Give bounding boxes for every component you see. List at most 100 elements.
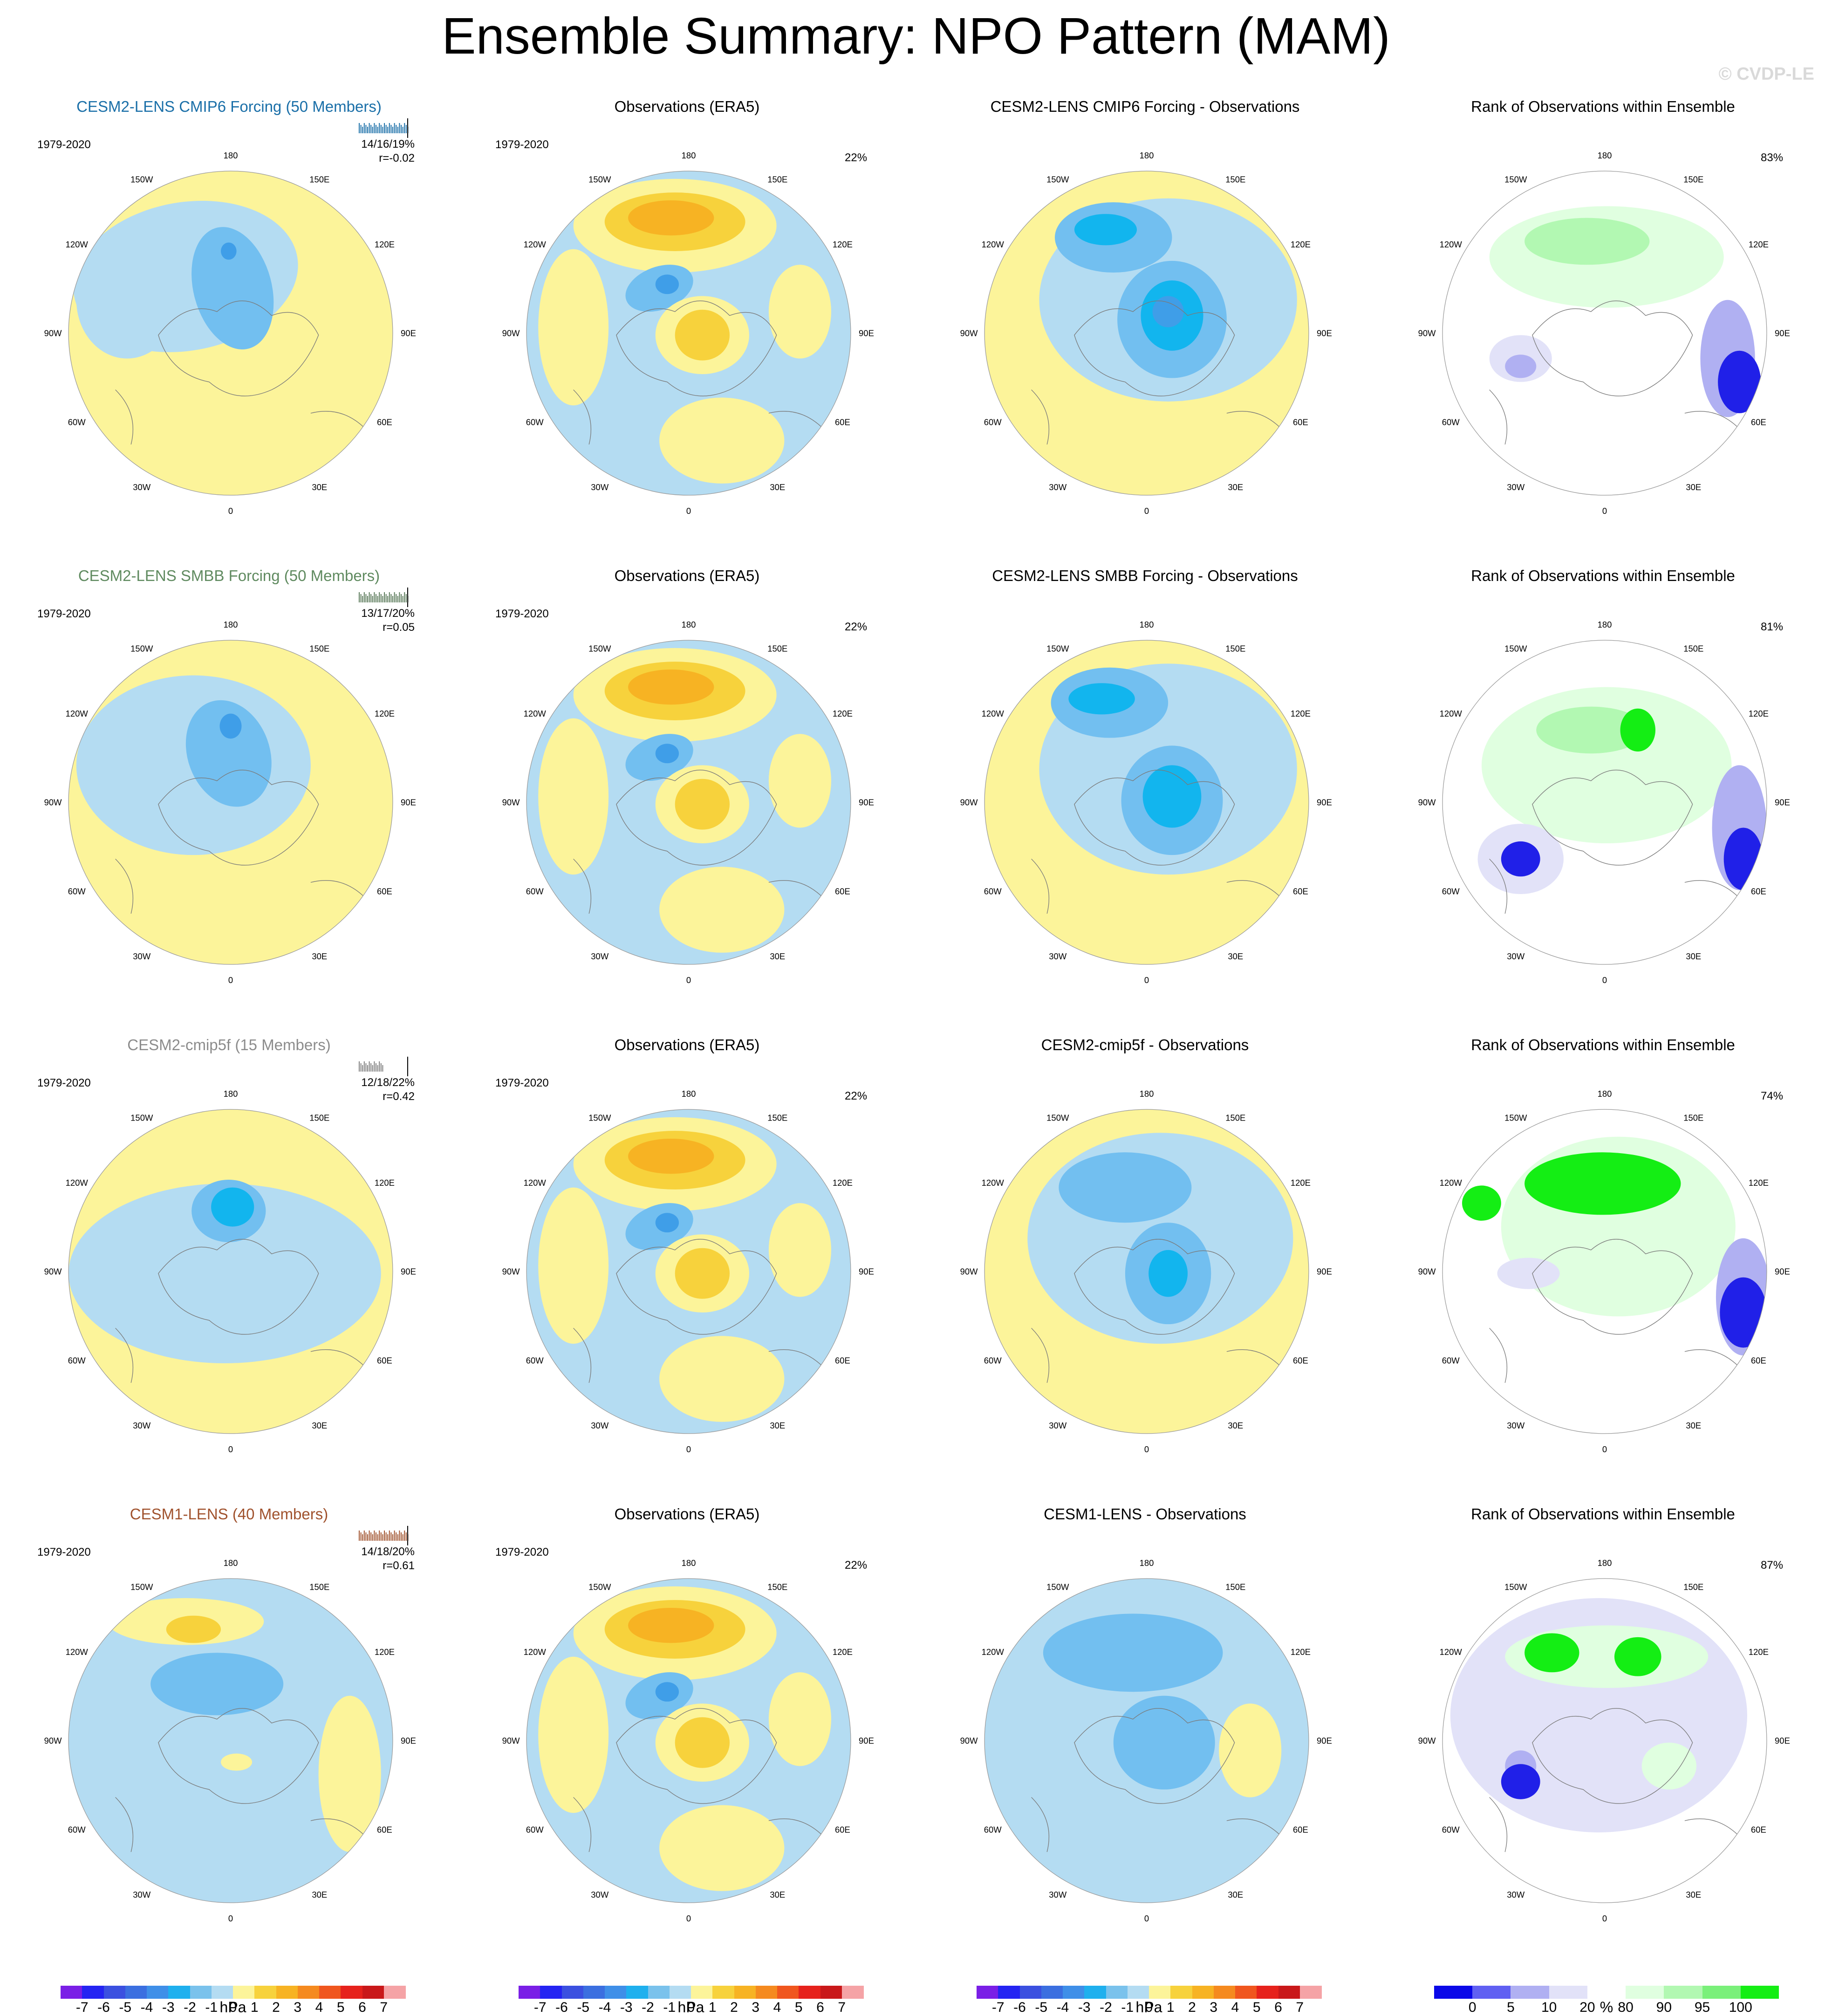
colorbar-tick-label: 10 <box>1541 2000 1557 2015</box>
coastline <box>115 1708 366 1852</box>
coastline <box>1031 1708 1282 1852</box>
longitude-label: 30W <box>1049 951 1067 961</box>
longitude-label: 0 <box>228 1913 233 1923</box>
panel-title: CESM2-LENS CMIP6 Forcing - Observations <box>990 98 1300 115</box>
longitude-label: 60W <box>984 417 1002 427</box>
contour-region <box>318 1695 381 1852</box>
longitude-label: 0 <box>1144 975 1149 985</box>
contour-region <box>150 1653 284 1715</box>
percent-variance-label: 74% <box>1761 1090 1784 1102</box>
colorbar-swatch <box>1626 1986 1664 1999</box>
colorbar-swatch <box>82 1986 104 1999</box>
colorbar-swatch <box>1192 1986 1214 1999</box>
longitude-label: 60E <box>1293 1355 1308 1365</box>
longitude-label: 150W <box>588 174 611 184</box>
contour-region <box>1723 827 1763 890</box>
coastline <box>1489 1708 1740 1852</box>
longitude-label: 150E <box>309 174 329 184</box>
longitude-label: 150W <box>588 643 611 653</box>
longitude-label: 180 <box>1598 1558 1612 1568</box>
map-rim <box>984 171 1309 496</box>
longitude-label: 120W <box>1440 709 1463 718</box>
longitude-label: 90W <box>1418 328 1436 338</box>
colorbar-tick-label: 2 <box>730 2000 738 2015</box>
longitude-label: 120W <box>1440 1647 1463 1657</box>
longitude-label: 60E <box>377 1825 392 1834</box>
longitude-label: 90E <box>1317 798 1332 807</box>
colorbar-tick-label: 90 <box>1656 2000 1672 2015</box>
contour-region <box>166 1615 221 1643</box>
polar-map: 180 150E 120E 90E 60E 30E 0 30W 60W 90W 120W 150W <box>960 1558 1332 1923</box>
colorbar-swatch <box>297 1986 320 1999</box>
panel-rank-row-2: Rank of Observations within Ensemble 180 1… <box>1374 541 1832 1011</box>
longitude-label: 120W <box>982 1647 1005 1657</box>
longitude-label: 90W <box>960 1267 978 1277</box>
contour-region <box>1152 296 1184 328</box>
polar-map: 180 150E 120E 90E 60E 30E 0 30W 60W 90W 120W 150W <box>502 1089 874 1454</box>
colorbar-tick-label: 0 <box>687 2000 695 2015</box>
polar-map: 180 150E 120E 90E 60E 30E 0 30W 60W 90W 120W 150W <box>1418 1558 1790 1923</box>
polar-map: 180 150E 120E 90E 60E 30E 0 30W 60W 90W 120W 150W <box>960 150 1332 516</box>
longitude-label: 60E <box>377 886 392 896</box>
longitude-label: 90E <box>859 328 874 338</box>
ensemble-member-strip <box>359 1057 408 1076</box>
contour-region <box>219 713 242 739</box>
coastline <box>1031 301 1282 445</box>
contour-region <box>1462 1185 1501 1221</box>
longitude-label: 150W <box>1504 174 1527 184</box>
panel-diff-row-1: CESM2-LENS CMIP6 Forcing - Observations 1… <box>916 72 1374 541</box>
longitude-label: 60W <box>984 886 1002 896</box>
longitude-label: 180 <box>224 1558 238 1568</box>
contour-region <box>174 1142 221 1170</box>
longitude-label: 90W <box>1418 1267 1436 1277</box>
contour-region <box>1219 1703 1282 1797</box>
longitude-label: 120W <box>66 239 89 249</box>
colorbar-hpa-2: -7 -6 -5 -4 -3 -2 -1 0 1 2 3 4 5 6 7 <box>519 1986 864 2015</box>
longitude-label: 90W <box>960 1736 978 1746</box>
longitude-label: 60W <box>68 1355 86 1365</box>
map-rim <box>1442 1109 1767 1434</box>
longitude-label: 90W <box>1418 798 1436 807</box>
longitude-label: 30E <box>312 951 327 961</box>
percent-variance-label: 22% <box>845 621 868 633</box>
coastline <box>1031 1239 1282 1383</box>
contour-region <box>1501 1764 1540 1799</box>
longitude-label: 60E <box>1293 1825 1308 1834</box>
longitude-label: 150W <box>1504 643 1527 653</box>
contour-region <box>768 734 832 828</box>
panel-diff-row-4: CESM1-LENS - Observations 180 150E 120E 90E 6… <box>916 1480 1374 1949</box>
longitude-label: 90W <box>502 1736 520 1746</box>
pattern-stats: 12/18/22% <box>361 1076 415 1089</box>
coastline <box>1489 770 1740 914</box>
contour-region <box>655 1682 679 1702</box>
longitude-label: 60W <box>1442 417 1460 427</box>
colorbar-tick-label: 4 <box>773 2000 781 2015</box>
map-rim <box>1442 640 1767 965</box>
colorbar-tick-label: -6 <box>555 2000 568 2015</box>
colorbar-swatch <box>519 1986 540 1999</box>
longitude-label: 150E <box>1225 643 1245 653</box>
panel-diff-row-2: CESM2-LENS SMBB Forcing - Observations 18… <box>916 541 1374 1011</box>
longitude-label: 90E <box>401 328 416 338</box>
contour-region <box>1113 1695 1215 1790</box>
longitude-label: 180 <box>1140 1089 1154 1099</box>
colorbar-swatch <box>1235 1986 1257 1999</box>
panel-title: CESM2-cmip5f - Observations <box>1041 1036 1249 1053</box>
longitude-label: 0 <box>1144 506 1149 516</box>
period-label: 1979-2020 <box>495 608 549 620</box>
panel-title: Rank of Observations within Ensemble <box>1471 1036 1735 1053</box>
contour-region <box>1620 708 1655 752</box>
colorbar-swatch <box>648 1986 670 1999</box>
colorbar-tick-label: 7 <box>1296 2000 1304 2015</box>
longitude-label: 30W <box>1507 1421 1525 1430</box>
panel-model-row-3: CESM2-cmip5f (15 Members) 180 150E 120E 90E 6… <box>0 1011 458 1480</box>
contour-region <box>1505 355 1537 378</box>
panel-title: CESM1-LENS (40 Members) <box>130 1505 328 1523</box>
coastline <box>115 770 366 914</box>
longitude-label: 90E <box>1775 798 1790 807</box>
longitude-label: 180 <box>682 1089 696 1099</box>
longitude-label: 120W <box>524 239 547 249</box>
longitude-label: 90W <box>502 1267 520 1277</box>
colorbar-swatch <box>1549 1986 1588 1999</box>
contour-region <box>76 241 178 359</box>
